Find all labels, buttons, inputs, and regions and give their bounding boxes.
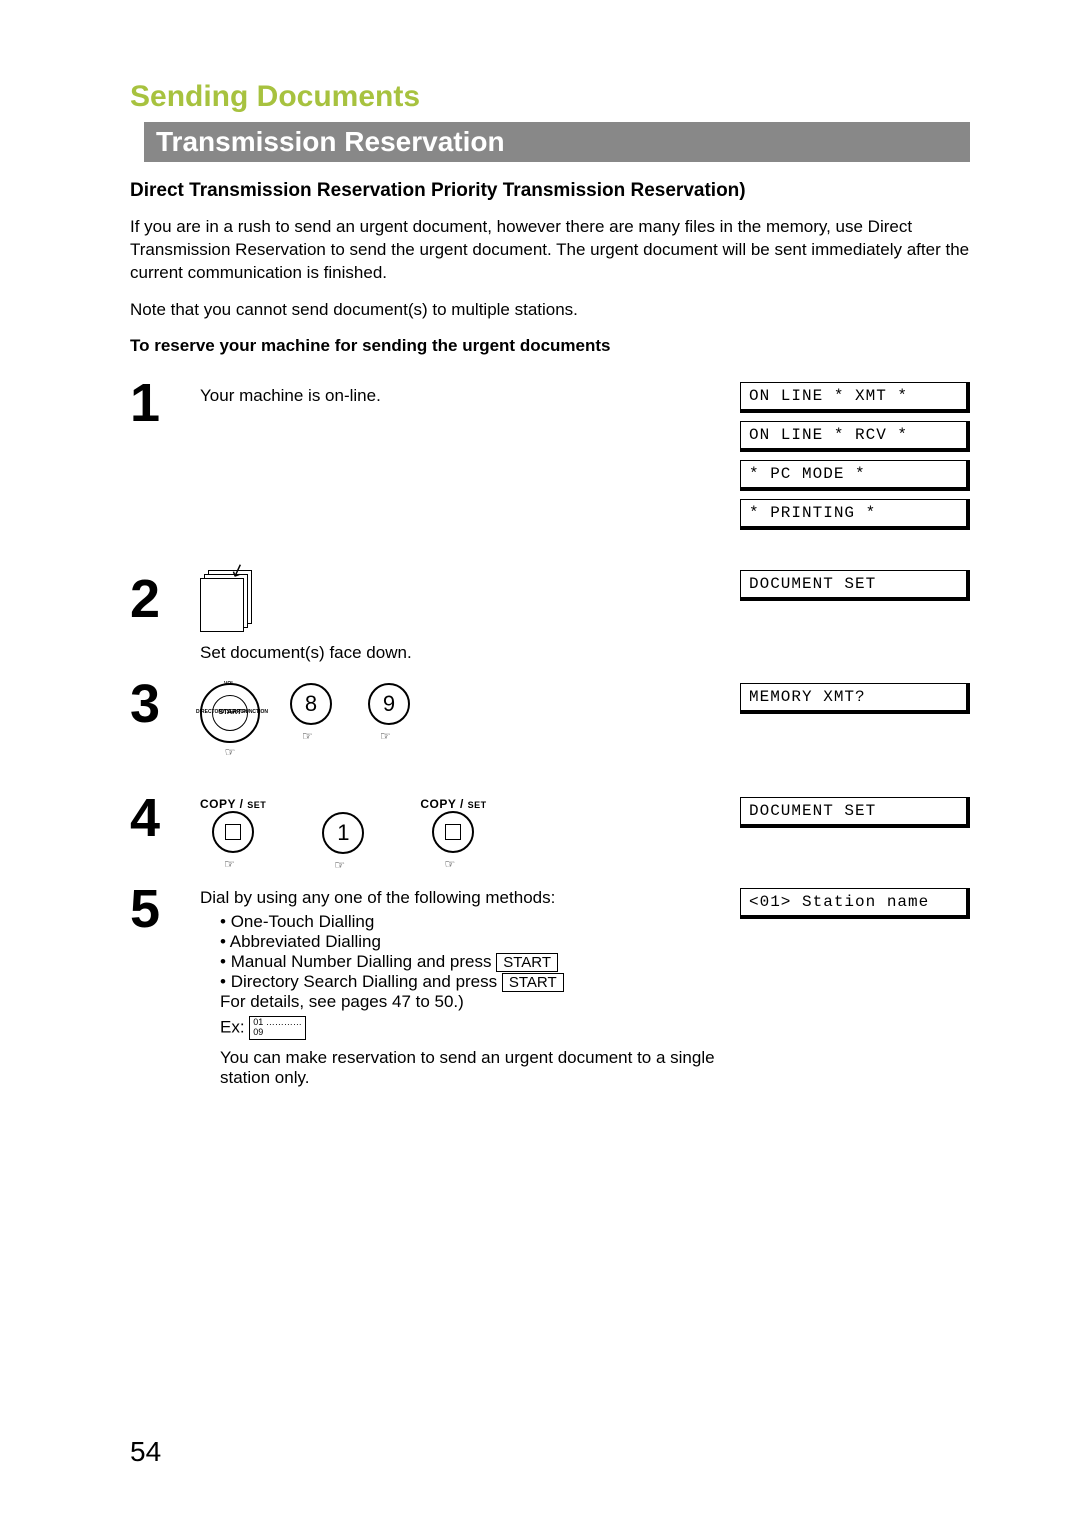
lcd-display: MEMORY XMT? [740, 683, 970, 714]
press-hand-icon: ☞ [200, 745, 260, 759]
dial-methods-list: One-Touch Dialling Abbreviated Dialling … [200, 912, 740, 1012]
copy-set-button-a: COPY / SET ☞ [200, 797, 266, 854]
step-number: 5 [130, 882, 200, 936]
step-4-content: COPY / SET ☞ 1☞ COPY / SET ☞ [200, 791, 740, 854]
document-stack-icon: ↙ [200, 570, 256, 632]
intro-paragraph-1: If you are in a rush to send an urgent d… [130, 216, 970, 285]
page-title: Sending Documents [130, 80, 970, 114]
intro-paragraph-2: Note that you cannot send document(s) to… [130, 299, 970, 322]
page-container: Sending Documents Transmission Reservati… [0, 0, 1080, 1132]
section-subtitle: Direct Transmission Reservation Priority… [130, 180, 970, 202]
step-5: 5 Dial by using any one of the following… [130, 882, 970, 1088]
lcd-display: DOCUMENT SET [740, 570, 970, 601]
button-1: 1☞ [316, 797, 370, 854]
circle-button-icon: 1☞ [322, 812, 364, 854]
step-4-displays: DOCUMENT SET [740, 791, 970, 828]
step-number: 4 [130, 791, 200, 845]
lcd-display: * PRINTING * [740, 499, 970, 530]
step-1-displays: ON LINE * XMT * ON LINE * RCV * * PC MOD… [740, 376, 970, 530]
dial-wheel-icon: VOL. DIRECTORY SEARCH FUNCTION START ☞ [200, 683, 260, 759]
step-2-displays: DOCUMENT SET [740, 564, 970, 601]
step-5-content: Dial by using any one of the following m… [200, 882, 740, 1088]
step-2-text: Set document(s) face down. [200, 643, 740, 663]
step-5-tail: You can make reservation to send an urge… [200, 1048, 740, 1088]
lcd-display: ON LINE * XMT * [740, 382, 970, 413]
step-4: 4 COPY / SET ☞ 1☞ COPY / SET ☞ [130, 791, 970, 854]
list-item: Directory Search Dialling and press STAR… [220, 972, 740, 1012]
button-8: 8☞ [284, 683, 338, 725]
example-box: 01 ………… 09 [249, 1016, 306, 1040]
step-5-lead: Dial by using any one of the following m… [200, 888, 740, 908]
step-number: 1 [130, 376, 200, 430]
circle-button-icon: 9☞ [368, 683, 410, 725]
button-9: 9☞ [362, 683, 416, 725]
dial-center-label: START [212, 695, 248, 731]
lcd-display: DOCUMENT SET [740, 797, 970, 828]
step-3: 3 VOL. DIRECTORY SEARCH FUNCTION START ☞… [130, 677, 970, 759]
press-hand-icon: ☞ [334, 858, 345, 872]
step-3-content: VOL. DIRECTORY SEARCH FUNCTION START ☞ 8… [200, 677, 740, 759]
section-bar: Transmission Reservation [144, 122, 970, 162]
copy-set-button-b: COPY / SET ☞ [420, 797, 486, 854]
square-button-icon: ☞ [432, 811, 474, 853]
list-item: Abbreviated Dialling [220, 932, 740, 952]
dial-top-label: VOL. [224, 681, 236, 687]
page-number: 54 [130, 1436, 161, 1468]
square-button-icon: ☞ [212, 811, 254, 853]
lcd-display: ON LINE * RCV * [740, 421, 970, 452]
start-key: START [496, 953, 558, 972]
step-5-displays: <01> Station name [740, 882, 970, 919]
lcd-display: * PC MODE * [740, 460, 970, 491]
example-row: Ex: 01 ………… 09 [200, 1016, 740, 1040]
press-hand-icon: ☞ [224, 857, 235, 871]
lcd-display: <01> Station name [740, 888, 970, 919]
start-key: START [502, 973, 564, 992]
step-3-displays: MEMORY XMT? [740, 677, 970, 714]
detail-note: For details, see pages 47 to 50.) [220, 992, 740, 1012]
circle-button-icon: 8☞ [290, 683, 332, 725]
step-2: 2 ↙ Set document(s) face down. DOCUMENT … [130, 564, 970, 663]
step-1-text: Your machine is on-line. [200, 376, 740, 406]
press-hand-icon: ☞ [444, 857, 455, 871]
list-item: Manual Number Dialling and press START [220, 952, 740, 972]
step-number: 2 [130, 564, 200, 626]
steps-list: 1 Your machine is on-line. ON LINE * XMT… [130, 376, 970, 1092]
step-number: 3 [130, 677, 200, 731]
press-hand-icon: ☞ [380, 729, 391, 743]
list-item: One-Touch Dialling [220, 912, 740, 932]
step-1: 1 Your machine is on-line. ON LINE * XMT… [130, 376, 970, 530]
press-hand-icon: ☞ [302, 729, 313, 743]
step-2-content: ↙ Set document(s) face down. [200, 564, 740, 663]
instruction-heading: To reserve your machine for sending the … [130, 336, 970, 356]
